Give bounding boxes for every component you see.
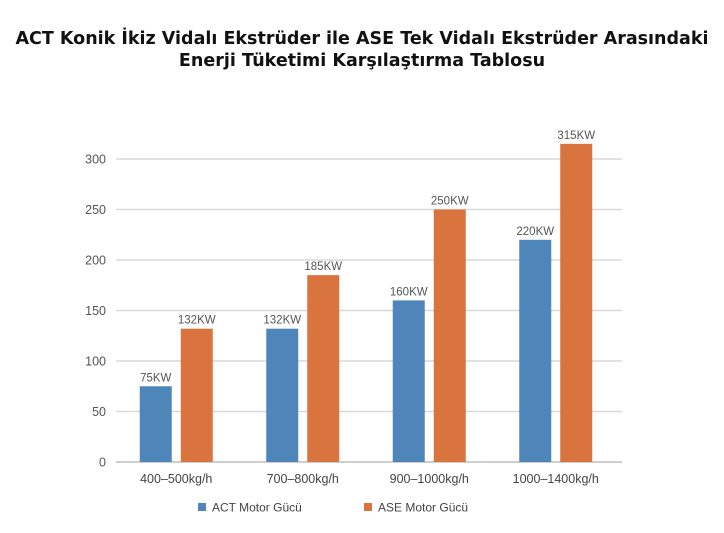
y-tick-label: 300 [85, 153, 106, 167]
x-tick-label: 400–500kg/h [140, 472, 212, 486]
y-tick-label: 200 [85, 254, 106, 268]
data-label: 220KW [516, 226, 554, 238]
chart-title-line-1: ACT Konik İkiz Vidalı Ekstrüder ile ASE … [15, 29, 709, 49]
x-tick-label: 700–800kg/h [267, 472, 339, 486]
x-tick-label: 900–1000kg/h [390, 472, 469, 486]
y-tick-label: 250 [85, 203, 106, 217]
data-label: 132KW [178, 315, 216, 327]
bar-ase-0 [180, 328, 213, 462]
data-label: 250KW [431, 196, 469, 208]
bar-act-2 [392, 300, 425, 462]
legend-label-act: ACT Motor Gücü [212, 501, 302, 515]
chart-title: ACT Konik İkiz Vidalı Ekstrüder ile ASE … [0, 28, 724, 72]
y-tick-label: 0 [99, 456, 106, 470]
bar-ase-3 [560, 143, 593, 462]
y-tick-label: 50 [92, 405, 106, 419]
legend-swatch-act [198, 503, 206, 511]
bar-act-1 [266, 328, 299, 462]
y-tick-label: 100 [85, 355, 106, 369]
x-tick-label: 1000–1400kg/h [513, 472, 599, 486]
data-label: 315KW [557, 130, 595, 142]
chart-title-line-2: Enerji Tüketimi Karşılaştırma Tablosu [178, 51, 546, 71]
legend-swatch-ase [364, 503, 372, 511]
y-tick-label: 150 [85, 304, 106, 318]
bar-act-3 [519, 239, 552, 462]
bar-act-0 [139, 386, 172, 462]
bar-ase-2 [433, 209, 466, 462]
data-label: 185KW [304, 261, 342, 273]
data-label: 160KW [390, 286, 428, 298]
bar-ase-1 [307, 275, 340, 462]
legend-label-ase: ASE Motor Gücü [378, 501, 468, 515]
data-label: 132KW [263, 315, 301, 327]
data-label: 75KW [140, 372, 171, 384]
